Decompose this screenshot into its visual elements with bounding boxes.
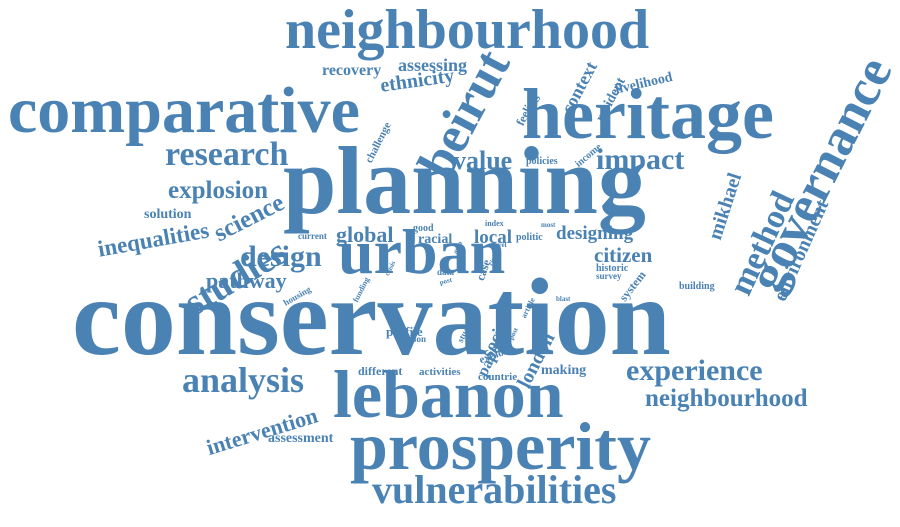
word-activities: activities: [419, 367, 461, 378]
word-assessment: assessment: [268, 432, 333, 446]
word-level: level: [493, 242, 507, 249]
word-data: data: [437, 268, 454, 277]
word-mikhael: mikhael: [705, 170, 745, 242]
word-racial: racial: [418, 233, 452, 247]
word-blast: blast: [556, 296, 570, 303]
word-solution: solution: [144, 208, 191, 222]
word-research: research: [165, 138, 288, 172]
word-survey: survey: [596, 272, 622, 281]
word-vulnerabilities: vulnerabilities: [372, 470, 616, 510]
word-designing: designing: [556, 224, 633, 243]
word-explosion: explosion: [168, 178, 268, 203]
word-making: making: [541, 364, 586, 378]
word-different: different: [358, 365, 402, 377]
word-assessing: assessing: [398, 56, 467, 74]
word-person: person: [400, 335, 426, 344]
word-building: building: [679, 282, 715, 292]
word-countrie: countrie: [478, 372, 517, 383]
word-experience: experience: [626, 356, 763, 386]
word-value: value: [453, 148, 512, 174]
word-most: most: [541, 222, 555, 229]
word-comparative: comparative: [8, 78, 360, 144]
word-impact: impact: [596, 145, 684, 175]
word-analysis: analysis: [182, 362, 304, 398]
word-inequalities: inequalities: [96, 218, 211, 260]
word-recovery: recovery: [322, 63, 381, 79]
word-index: index: [485, 220, 504, 228]
word-global: global: [336, 224, 393, 246]
word-politic: politic: [516, 233, 543, 243]
word-neighbourhood-small: neighbourhood: [645, 386, 808, 411]
word-current: current: [298, 232, 327, 241]
word-pathway: pathway: [206, 270, 287, 292]
word-policies: policies: [526, 157, 558, 167]
